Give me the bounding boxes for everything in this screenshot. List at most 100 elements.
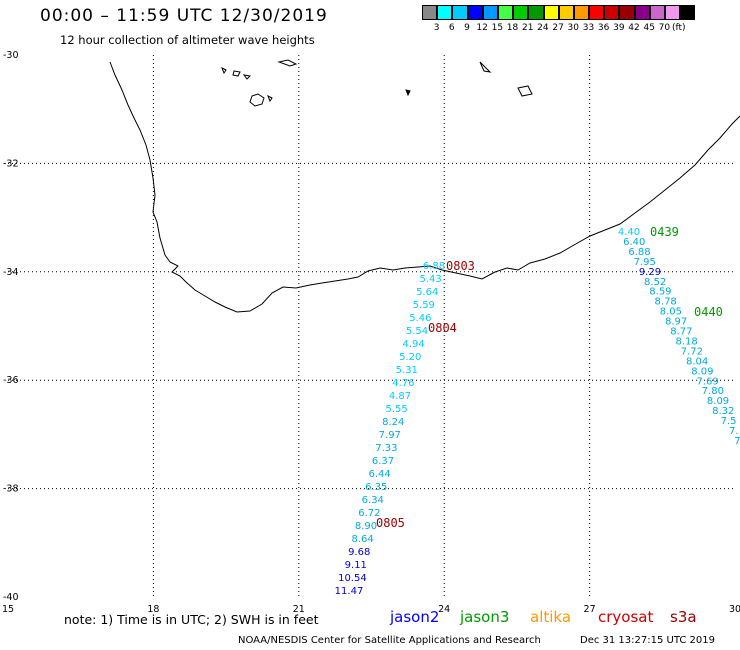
colorbar-swatch [665, 5, 681, 20]
lon-tick-label: 21 [293, 604, 305, 615]
pass-time-label: 0440 [694, 305, 723, 319]
pass-time-label: 0804 [428, 321, 457, 335]
lat-tick-label: -40 [3, 592, 19, 603]
colorbar-label: 9 [464, 23, 470, 33]
swh-value: 5.46 [409, 313, 431, 324]
lat-tick-label: -36 [3, 375, 19, 386]
swh-value: 8.24 [382, 417, 404, 428]
swh-value: 6.88 [628, 247, 650, 258]
colorbar-label: 33 [582, 23, 595, 33]
swh-value: 4.40 [618, 227, 640, 238]
swh-value: 10.54 [338, 573, 367, 584]
swh-value: 4.87 [389, 391, 411, 402]
colorbar-label: 30 [567, 23, 579, 33]
colorbar-label: 12 [476, 23, 488, 33]
lon-tick-label: 30 [729, 604, 740, 615]
pass-time-label: 0803 [446, 259, 475, 273]
swh-value: 7.69 [696, 376, 718, 387]
swh-value: 8.59 [649, 287, 671, 298]
colorbar-swatch [649, 5, 665, 20]
swh-value: 11.47 [335, 586, 364, 597]
swh-value: 5.54 [406, 326, 428, 337]
island-2 [232, 70, 241, 77]
colorbar-swatch [467, 5, 483, 20]
swh-value: 5.43 [419, 274, 441, 285]
island-3 [242, 74, 252, 80]
colorbar-label: 45 [643, 23, 655, 33]
swh-value: 6.37 [372, 456, 394, 467]
legend-altika: altika [530, 608, 572, 626]
swh-value: 8.09 [691, 366, 713, 377]
legend-jason2: jason2 [390, 608, 440, 626]
page-subtitle: 12 hour collection of altimeter wave hei… [60, 33, 315, 47]
island-6 [277, 59, 298, 67]
colorbar-label: 70 [658, 23, 671, 33]
swh-value: 7.95 [634, 257, 656, 268]
pass-time-label: 0439 [650, 225, 679, 239]
colorbar-swatch [452, 5, 468, 20]
swh-value: 9.29 [639, 267, 661, 278]
swh-value: 8.09 [707, 396, 729, 407]
swh-value: 6.34 [362, 495, 384, 506]
swh-value: 8.32 [712, 406, 734, 417]
lon-tick-label: 24 [438, 604, 450, 615]
lon-tick-label: 27 [584, 604, 596, 615]
island-8 [479, 61, 492, 73]
legend-cryosat: cryosat [598, 608, 654, 626]
lon-tick-label: 15 [2, 604, 14, 615]
pass-time-labels: 0803 0804 0805 0439 0440 [376, 225, 723, 530]
swh-value: 8.78 [655, 297, 677, 308]
swh-value: 5.31 [396, 365, 418, 376]
lat-tick-label: -34 [3, 267, 19, 278]
legend-jason3: jason3 [460, 608, 510, 626]
swh-value: 5.59 [413, 300, 435, 311]
legend-s3a: s3a [670, 608, 697, 626]
colorbar-labels: 3 6 9 12 15 18 21 24 27 30 33 36 39 42 45 70 (ft) [422, 23, 686, 33]
lat-tick-label: -32 [3, 158, 19, 169]
swh-value: 6.40 [623, 237, 645, 248]
island-9 [517, 85, 533, 97]
colorbar-swatch [604, 5, 620, 20]
swh-value: 7.72 [681, 346, 703, 357]
colorbar-label: 24 [537, 23, 549, 33]
colorbar-label: 36 [597, 23, 610, 33]
swh-value: 5.20 [399, 352, 421, 363]
swh-value: 8.64 [351, 534, 373, 545]
colorbar-swatch [680, 5, 696, 20]
colorbar-swatch [528, 5, 544, 20]
lat-tick-label: -30 [3, 50, 19, 61]
colorbar-swatch [513, 5, 529, 20]
footer-timestamp: Dec 31 13:27:15 UTC 2019 [580, 635, 715, 646]
swh-track-east: 4.406.406.887.959.298.528.598.788.058.97… [618, 227, 740, 447]
swh-value: 7.80 [702, 386, 724, 397]
swh-value: 8.97 [665, 317, 687, 328]
colorbar-swatch [619, 5, 635, 20]
swh-value: 8.18 [675, 336, 697, 347]
colorbar-label: 3 [433, 23, 440, 33]
island-5 [267, 94, 273, 103]
colorbar-swatch [573, 5, 590, 20]
island-7 [405, 89, 411, 97]
swh-value: 6.35 [365, 482, 387, 493]
lat-tick-label: -38 [3, 484, 19, 495]
swh-value: 5.55 [385, 404, 407, 415]
swh-value: 6.88 [423, 261, 445, 272]
colorbar-label: 42 [628, 23, 640, 33]
colorbar-swatch [589, 5, 605, 20]
swh-value: 8.77 [670, 327, 692, 338]
colorbar-swatch [634, 5, 650, 20]
colorbar-swatch [543, 5, 559, 20]
colorbar-label: 6 [448, 23, 455, 33]
colorbar-swatch [558, 5, 574, 20]
pass-time-label: 0805 [376, 516, 405, 530]
colorbar-unit: (ft) [672, 23, 686, 33]
swh-value: 8.05 [660, 307, 682, 318]
swh-value: 7.5 [721, 416, 737, 427]
colorbar-label: 15 [491, 23, 504, 33]
colorbar-label: 21 [521, 23, 534, 33]
island-4 [249, 93, 265, 107]
coastline [109, 59, 740, 313]
swh-value: 9.68 [348, 547, 370, 558]
swh-value: 7. [729, 426, 739, 437]
